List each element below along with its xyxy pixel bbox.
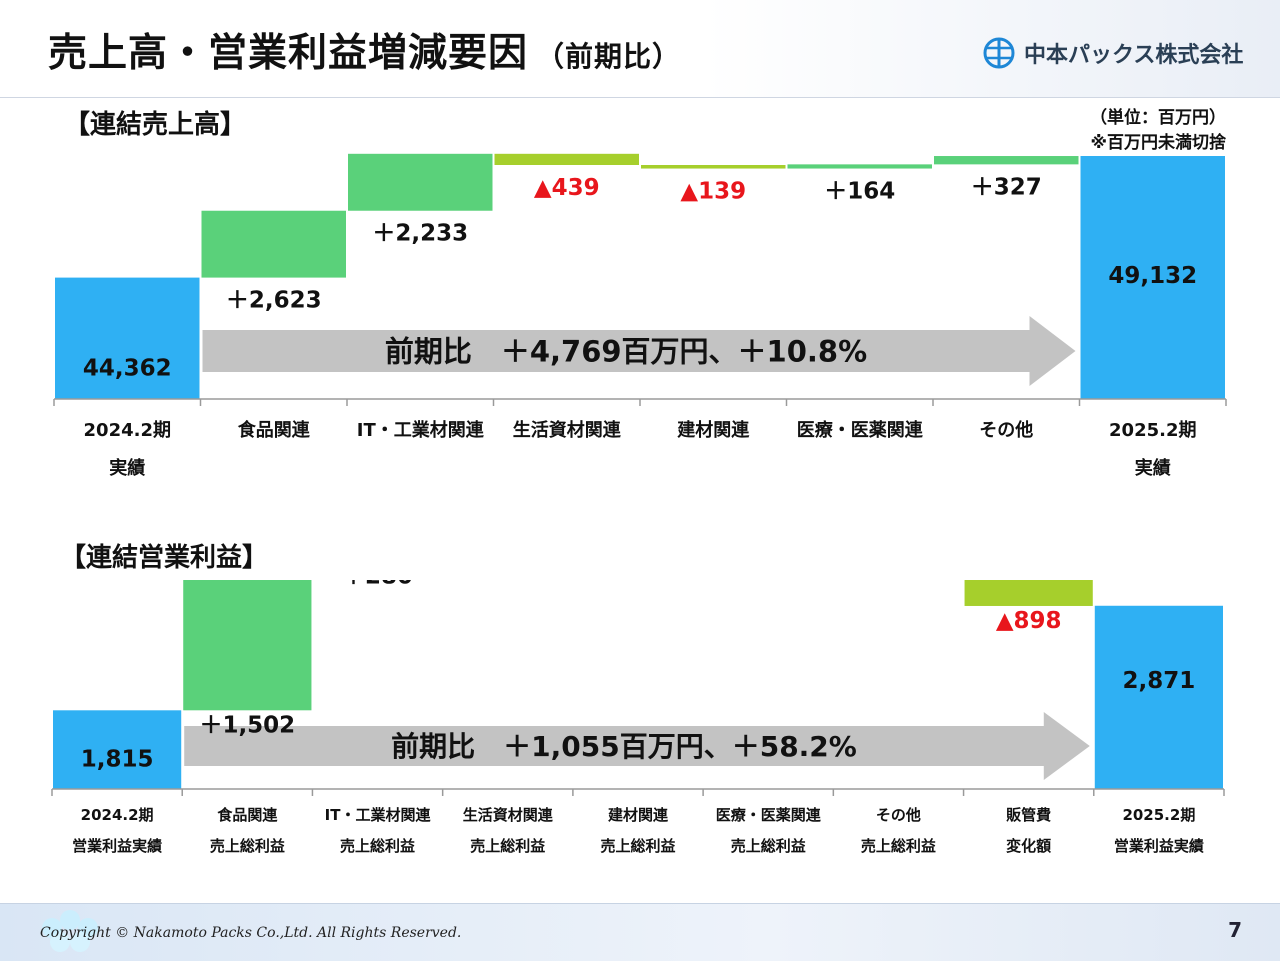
waterfall-bar-7 <box>1080 156 1225 399</box>
waterfall-bar-7 <box>964 580 1093 606</box>
page-number: 7 <box>1228 918 1242 942</box>
waterfall-bar-4 <box>641 164 786 169</box>
footer-decoration-icon <box>42 910 98 952</box>
category-label: 生活資材関連 <box>513 419 622 441</box>
summary-text: 前期比 ＋4,769百万円、＋10.8% <box>385 334 867 368</box>
unit-note: （単位：百万円） ※百万円未満切捨 <box>1090 106 1226 156</box>
page-title-main: 売上高・営業利益増減要因 <box>48 31 529 76</box>
category-label: 変化額 <box>1006 837 1051 855</box>
category-label: 2025.2期 <box>1109 420 1196 441</box>
unit-line-1: （単位：百万円） <box>1090 108 1226 128</box>
company-name: 中本パックス株式会社 <box>1024 43 1244 68</box>
company-emblem-icon <box>983 37 1015 69</box>
category-label: 売上総利益 <box>600 837 675 855</box>
waterfall-bar-3 <box>494 153 639 165</box>
category-label: 食品関連 <box>217 806 278 824</box>
delta-value-label: ＋1,502 <box>199 712 295 738</box>
delta-value-label: ＋2,623 <box>226 288 322 314</box>
category-label: 2025.2期 <box>1122 806 1195 824</box>
delta-value-label: ＋280 <box>342 580 413 590</box>
category-label: 実績 <box>1135 457 1171 479</box>
category-label: その他 <box>979 419 1033 441</box>
category-label: 売上総利益 <box>861 837 936 855</box>
total-value-label: 1,815 <box>81 746 154 772</box>
category-label: 食品関連 <box>237 419 311 441</box>
waterfall-bar-6 <box>934 156 1079 165</box>
page-title-sub: （前期比） <box>536 40 682 73</box>
sales-waterfall-chart: 前期比 ＋4,769百万円、＋10.8% 44,362 ＋2,623 ＋2,233 ▲4… <box>53 153 1227 479</box>
waterfall-bar-0 <box>55 277 200 399</box>
waterfall-bar-5 <box>787 164 932 169</box>
waterfall-bar-8 <box>1094 605 1223 789</box>
total-value-label: 44,362 <box>83 356 172 382</box>
profit-chart-title: 【連結営業利益】 <box>60 543 269 573</box>
category-label: 売上総利益 <box>731 837 806 855</box>
company-logo: 中本パックス株式会社 <box>982 36 1243 70</box>
delta-value-label: ＋164 <box>824 179 895 205</box>
profit-waterfall-chart: 前期比 ＋1,055百万円、＋58.2%1,815＋1,502＋280＋20▲2… <box>51 580 1225 855</box>
delta-value-label: ▲898 <box>996 608 1062 634</box>
waterfall-bar-1 <box>201 210 346 278</box>
summary-text: 前期比 ＋1,055百万円、＋58.2% <box>391 730 857 763</box>
category-label: IT・工業材関連 <box>325 806 432 824</box>
page-title: 売上高・営業利益増減要因 （前期比） <box>48 22 681 78</box>
category-label: 売上総利益 <box>210 837 285 855</box>
waterfall-bar-2 <box>348 153 493 211</box>
category-label: その他 <box>876 806 921 824</box>
category-label: 売上総利益 <box>340 837 415 855</box>
category-label: 建材関連 <box>608 806 669 824</box>
sales-chart-title: 【連結売上高】 <box>64 110 247 140</box>
total-value-label: 49,132 <box>1108 263 1197 289</box>
delta-value-label: ▲439 <box>534 175 600 201</box>
summary-arrow <box>202 316 1076 386</box>
category-label: 営業利益実績 <box>1114 837 1204 855</box>
summary-arrow <box>184 712 1090 780</box>
category-label: 実績 <box>109 457 145 479</box>
category-label: 医療・医薬関連 <box>797 419 924 441</box>
total-value-label: 2,871 <box>1123 668 1196 694</box>
category-label: 販管費 <box>1006 806 1051 824</box>
category-label: 2024.2期 <box>81 806 154 824</box>
category-label: IT・工業材関連 <box>357 419 485 441</box>
unit-line-2: ※百万円未満切捨 <box>1090 133 1226 153</box>
category-label: 生活資材関連 <box>463 806 554 824</box>
waterfall-bar-1 <box>183 580 312 711</box>
waterfall-bar-0 <box>53 710 182 789</box>
footer-bar <box>0 903 1280 961</box>
category-label: 営業利益実績 <box>72 837 162 855</box>
category-label: 売上総利益 <box>470 837 545 855</box>
delta-value-label: ▲139 <box>680 179 746 205</box>
category-label: 医療・医薬関連 <box>716 806 822 824</box>
category-label: 2024.2期 <box>84 420 171 441</box>
header-bar: 売上高・営業利益増減要因 （前期比） 中本パックス株式会社 <box>0 0 1280 98</box>
category-label: 建材関連 <box>677 419 750 441</box>
delta-value-label: ＋2,233 <box>372 221 468 247</box>
copyright-text: Copyright © Nakamoto Packs Co.,Ltd. All … <box>40 925 462 941</box>
delta-value-label: ＋327 <box>971 174 1042 200</box>
